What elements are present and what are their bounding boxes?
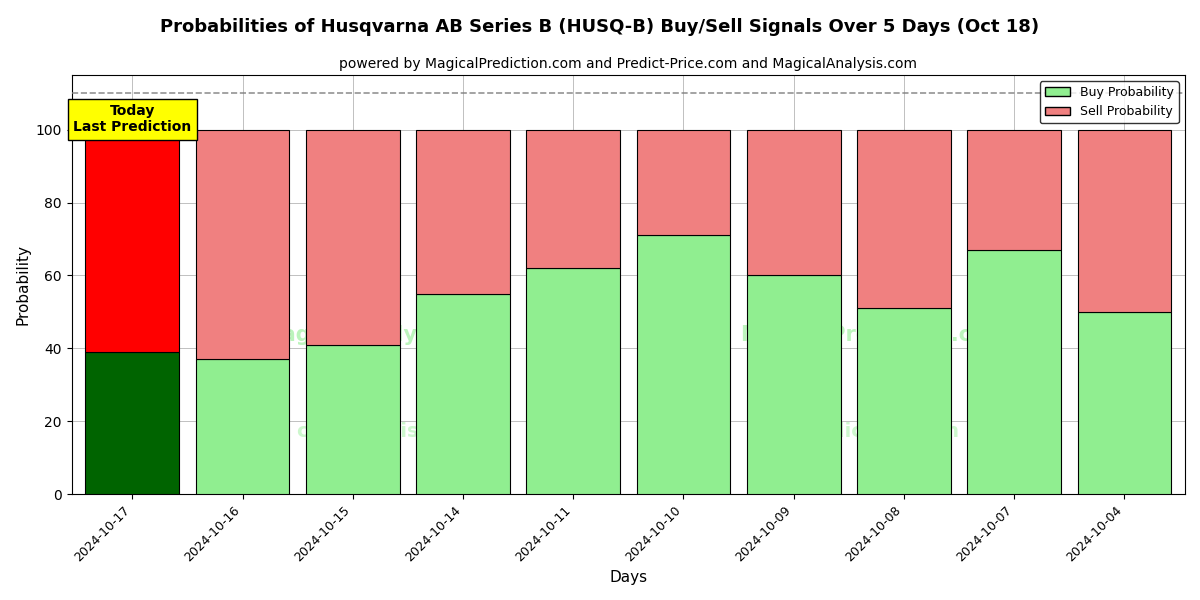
Bar xyxy=(85,130,179,352)
Bar xyxy=(306,130,400,345)
Y-axis label: Probability: Probability xyxy=(16,244,30,325)
Bar xyxy=(636,235,731,494)
Text: MagicalPrediction.com: MagicalPrediction.com xyxy=(739,325,1007,345)
Bar xyxy=(306,345,400,494)
Bar xyxy=(746,130,840,275)
Text: Probabilities of Husqvarna AB Series B (HUSQ-B) Buy/Sell Signals Over 5 Days (Oc: Probabilities of Husqvarna AB Series B (… xyxy=(161,18,1039,36)
Bar xyxy=(967,250,1061,494)
Bar xyxy=(857,308,950,494)
Bar xyxy=(1078,312,1171,494)
Bar xyxy=(196,359,289,494)
Bar xyxy=(857,130,950,308)
Legend: Buy Probability, Sell Probability: Buy Probability, Sell Probability xyxy=(1040,81,1178,124)
X-axis label: Days: Days xyxy=(610,570,647,585)
Bar xyxy=(967,130,1061,250)
Text: Today
Last Prediction: Today Last Prediction xyxy=(73,104,192,134)
Bar xyxy=(527,268,620,494)
Bar xyxy=(196,130,289,359)
Bar xyxy=(416,294,510,494)
Title: powered by MagicalPrediction.com and Predict-Price.com and MagicalAnalysis.com: powered by MagicalPrediction.com and Pre… xyxy=(340,57,917,71)
Bar xyxy=(85,352,179,494)
Bar xyxy=(1078,130,1171,312)
Bar xyxy=(416,130,510,294)
Bar xyxy=(746,275,840,494)
Text: MagicalAnalysis.com: MagicalAnalysis.com xyxy=(262,325,505,345)
Text: calAnalysis.com: calAnalysis.com xyxy=(295,422,472,441)
Bar xyxy=(527,130,620,268)
Text: lPrediction.com: lPrediction.com xyxy=(787,422,959,441)
Bar xyxy=(636,130,731,235)
